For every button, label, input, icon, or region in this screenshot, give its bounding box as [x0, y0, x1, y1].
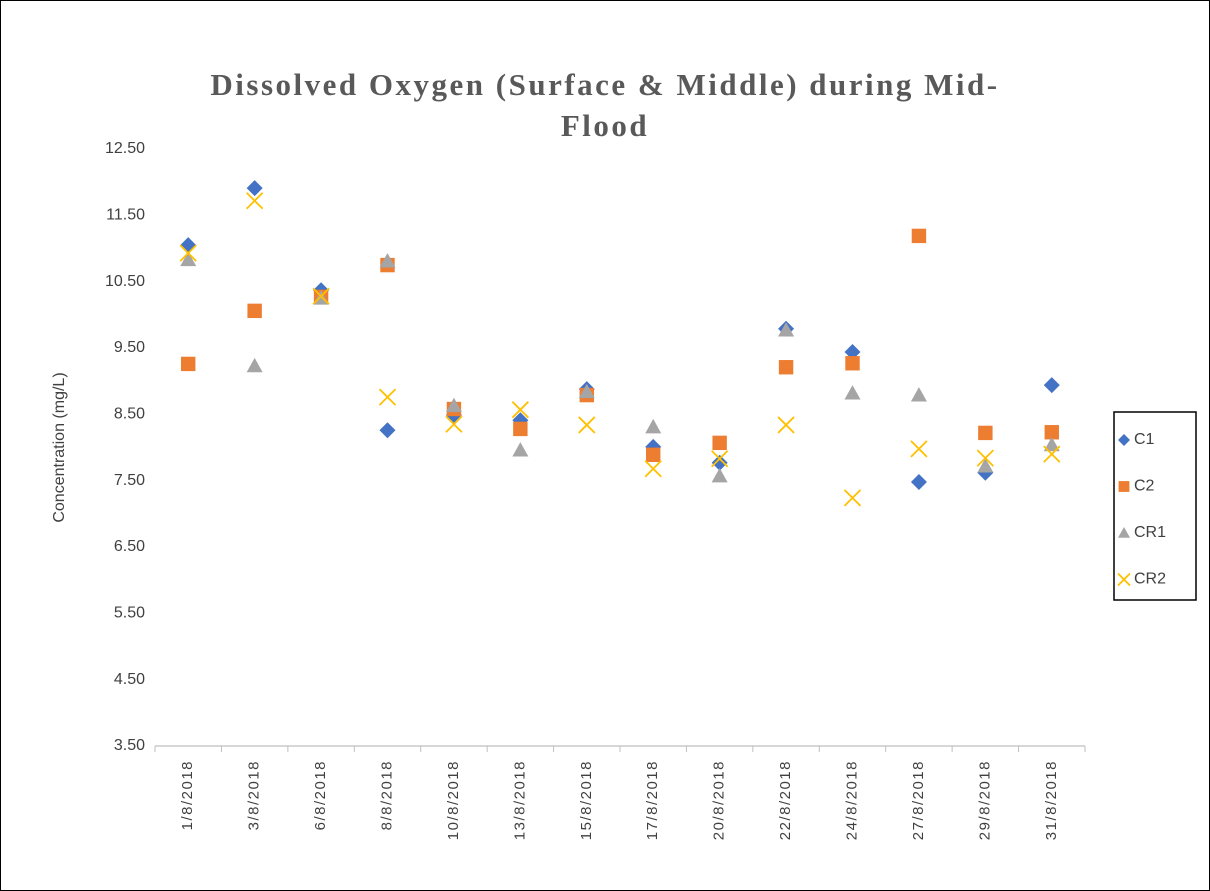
y-tick-label: 11.50	[106, 207, 145, 224]
x-tick-label: 13/8/2018	[511, 760, 528, 840]
point	[181, 356, 196, 372]
y-tick-label: 7.50	[114, 472, 145, 489]
x-tick-label: 20/8/2018	[711, 760, 728, 840]
point	[246, 192, 264, 210]
point	[513, 421, 528, 437]
y-tick-label: 8.50	[114, 406, 145, 423]
point	[778, 360, 794, 375]
x-tick-label: 27/8/2018	[910, 760, 927, 840]
point	[246, 180, 263, 197]
point	[711, 454, 728, 471]
point	[845, 356, 860, 371]
point	[778, 322, 795, 337]
point	[1043, 377, 1060, 394]
point	[445, 397, 462, 413]
point	[977, 458, 994, 473]
y-tick-label: 4.50	[114, 671, 145, 688]
point	[578, 383, 595, 399]
point	[843, 489, 862, 507]
x-tick-label: 6/8/2018	[312, 760, 329, 830]
y-tick-label: 3.50	[114, 737, 145, 754]
y-tick-label: 6.50	[114, 538, 145, 555]
x-tick-label: 31/8/2018	[1043, 760, 1060, 840]
point	[844, 343, 861, 360]
y-axis-label: Concentration (mg/L)	[51, 372, 68, 522]
x-tick-label: 10/8/2018	[445, 760, 462, 840]
point	[445, 415, 463, 433]
point	[246, 357, 263, 373]
point	[910, 473, 927, 490]
legend-marker	[1118, 434, 1130, 446]
point	[179, 244, 197, 262]
y-tick-label: 12.50	[105, 140, 145, 157]
x-tick-label: 24/8/2018	[843, 760, 860, 840]
legend-label: CR1	[1134, 524, 1166, 541]
chart-title: Dissolved Oxygen (Surface & Middle) duri…	[210, 67, 1000, 143]
y-tick-label: 10.50	[105, 273, 145, 290]
point	[711, 468, 728, 483]
legend-marker	[1117, 572, 1131, 587]
point	[644, 460, 662, 478]
point	[646, 447, 661, 462]
point	[978, 425, 993, 441]
legend-marker	[1118, 527, 1130, 538]
point	[379, 253, 396, 268]
point	[511, 401, 529, 419]
point	[712, 435, 727, 451]
point	[512, 442, 529, 457]
point	[180, 251, 197, 267]
point	[976, 449, 994, 467]
point	[379, 422, 396, 439]
y-tick-label: 9.50	[114, 339, 145, 356]
point	[711, 450, 729, 468]
point	[645, 418, 662, 434]
x-tick-label: 15/8/2018	[578, 760, 595, 840]
point	[1043, 436, 1060, 452]
legend-marker	[1118, 481, 1130, 492]
point	[312, 287, 330, 305]
point	[1044, 425, 1059, 440]
x-tick-label: 17/8/2018	[644, 760, 661, 840]
point	[777, 416, 795, 434]
x-tick-label: 3/8/2018	[246, 760, 263, 830]
point	[247, 303, 262, 319]
point	[578, 416, 596, 434]
legend-label: CR2	[1134, 571, 1166, 588]
point	[1043, 445, 1061, 463]
legend-box	[1113, 411, 1197, 601]
x-tick-label: 8/8/2018	[378, 760, 395, 830]
point	[844, 385, 861, 400]
point	[378, 388, 397, 406]
point	[180, 237, 197, 254]
y-tick-label: 5.50	[114, 605, 145, 622]
legend-label: C1	[1134, 431, 1155, 448]
x-tick-label: 1/8/2018	[179, 760, 196, 830]
point	[910, 440, 928, 458]
x-tick-label: 29/8/2018	[976, 760, 993, 840]
x-tick-label: 22/8/2018	[777, 760, 794, 840]
point	[911, 228, 927, 244]
point	[910, 387, 927, 402]
legend-label: C2	[1134, 478, 1155, 495]
